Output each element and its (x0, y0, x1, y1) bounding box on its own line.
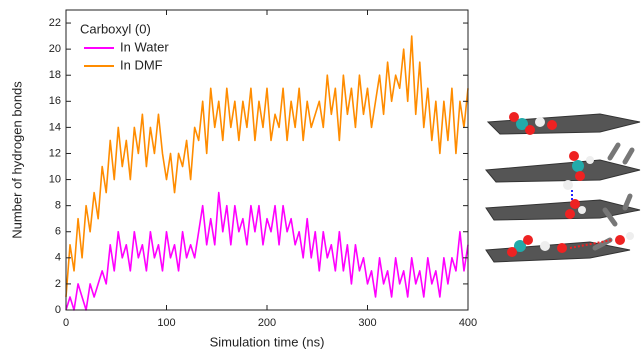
data-line (66, 36, 468, 297)
plot-frame (66, 10, 468, 310)
chart: Simulation time (ns) Number of hydrogen … (0, 0, 644, 352)
y-tick-label: 8 (55, 200, 61, 212)
legend-label: In DMF (120, 57, 163, 72)
x-axis-label: Simulation time (ns) (210, 334, 325, 349)
data-line (66, 193, 468, 310)
x-tick-label: 0 (63, 317, 69, 329)
y-tick-label: 2 (55, 278, 61, 290)
y-tick-label: 14 (49, 121, 61, 133)
y-tick-label: 18 (49, 69, 61, 81)
y-tick-label: 0 (55, 304, 61, 316)
y-tick-label: 16 (49, 95, 61, 107)
y-tick-label: 10 (49, 173, 61, 185)
x-tick-label: 200 (258, 317, 276, 329)
y-tick-label: 20 (49, 43, 61, 55)
x-tick-label: 300 (358, 317, 376, 329)
x-tick-label: 400 (459, 317, 477, 329)
molecule-illustration (486, 112, 640, 262)
y-tick-label: 12 (49, 147, 61, 159)
x-tick-label: 100 (157, 317, 175, 329)
y-tick-label: 6 (55, 226, 61, 238)
legend-label: In Water (120, 39, 169, 54)
y-axis-label: Number of hydrogen bonds (9, 81, 24, 239)
y-tick-label: 4 (55, 252, 61, 264)
y-tick-label: 22 (49, 17, 61, 29)
legend-title: Carboxyl (0) (80, 21, 151, 36)
